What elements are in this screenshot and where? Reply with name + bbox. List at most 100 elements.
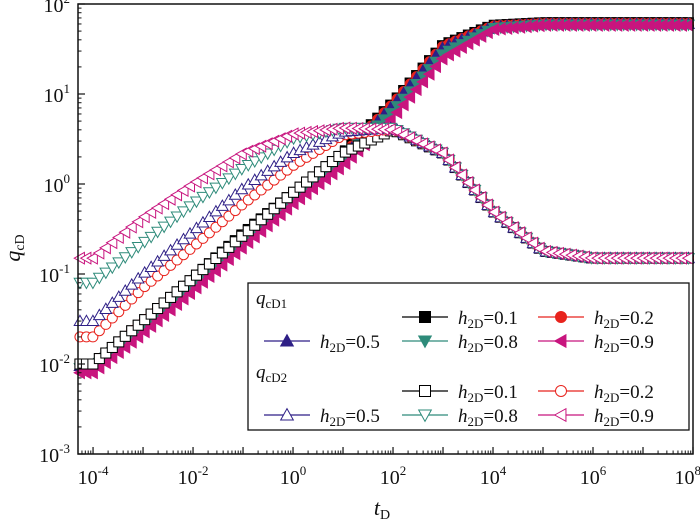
data-point [416,75,429,89]
data-point [176,292,189,306]
data-point [86,314,100,327]
y-tick-label: 10-3 [39,441,70,467]
data-point [176,206,191,219]
data-point [131,271,145,284]
legend-marker [417,409,433,423]
data-point [150,314,163,328]
legend-marker [279,407,295,421]
data-point [260,219,273,233]
data-point [138,236,152,249]
data-point [152,303,164,315]
data-point [455,168,467,182]
legend-item: h2D=0.9 [538,332,654,355]
data-point [210,252,222,264]
data-point [170,211,184,224]
data-point [197,264,209,276]
data-point [235,241,247,255]
data-point [118,252,132,265]
plot-marks [73,17,696,380]
tick-labels: 10-4 10-2 100 102 104 106 108 10-3 10-2 10-1 100 10… [39,0,700,489]
data-point [312,177,325,191]
legend-label: h2D=0.1 [458,382,518,405]
data-point [99,302,113,315]
data-point [118,225,131,239]
data-point [222,173,236,186]
legend-marker [419,385,431,397]
data-point [396,98,409,112]
data-point [189,281,202,295]
data-point [99,241,111,255]
data-point [144,231,158,244]
data-point [112,290,126,302]
data-point [92,272,106,285]
y-axis-label: qcD [0,234,28,261]
x-axis-label: tD [374,495,390,522]
legend-marker [419,311,431,323]
data-point [493,210,506,224]
axis-ticks [77,3,694,455]
data-point [112,230,124,245]
data-point [209,264,221,278]
legend-label: h2D=0.2 [594,382,654,405]
data-point [299,187,312,201]
data-point [403,90,416,104]
data-point [112,257,126,270]
data-point [137,325,150,339]
legend-marker [553,407,567,423]
data-point [468,183,480,197]
data-point [124,220,137,234]
data-point [165,291,177,303]
data-point [513,226,526,240]
data-point [429,59,441,74]
data-point [99,356,111,370]
data-point [92,308,106,321]
data-point [203,258,215,270]
data-point [144,205,157,220]
data-point [139,314,151,326]
data-point [247,230,260,244]
data-point [158,297,170,309]
data-point [481,198,493,212]
data-point [119,330,131,342]
data-point [163,303,176,317]
data-point [132,319,144,331]
legend-label: h2D=0.8 [458,332,518,355]
data-point [338,156,351,170]
legend-label: h2D=0.9 [594,406,654,429]
legend-item: h2D=0.8 [402,332,518,355]
data-point [131,215,144,229]
legend-item: h2D=0.5 [264,332,380,355]
data-point [390,105,403,120]
data-point [118,283,132,296]
data-point [163,192,176,206]
legend-marker [279,333,295,347]
data-point [442,153,454,167]
x-tick-label: 102 [380,463,407,489]
data-point [184,275,196,287]
data-point [163,216,178,229]
data-point [157,197,170,211]
data-point [526,236,539,250]
data-point [241,235,254,250]
data-point [202,269,215,284]
data-point [92,361,105,375]
data-point [183,179,195,193]
data-point [202,187,217,200]
data-point [131,330,144,344]
data-point [125,277,139,290]
data-point [189,196,204,209]
data-point [190,269,202,281]
data-point [273,208,286,222]
data-point [126,293,138,305]
legend-group-title: qcD2 [256,362,287,385]
data-point [145,308,157,320]
data-point [150,201,163,215]
data-point [144,319,157,333]
y-tick-label: 10-2 [39,351,70,377]
x-tick-label: 10-2 [178,463,209,489]
data-point [254,152,268,165]
data-point [487,205,500,219]
data-point [118,340,131,354]
data-point [474,190,487,205]
